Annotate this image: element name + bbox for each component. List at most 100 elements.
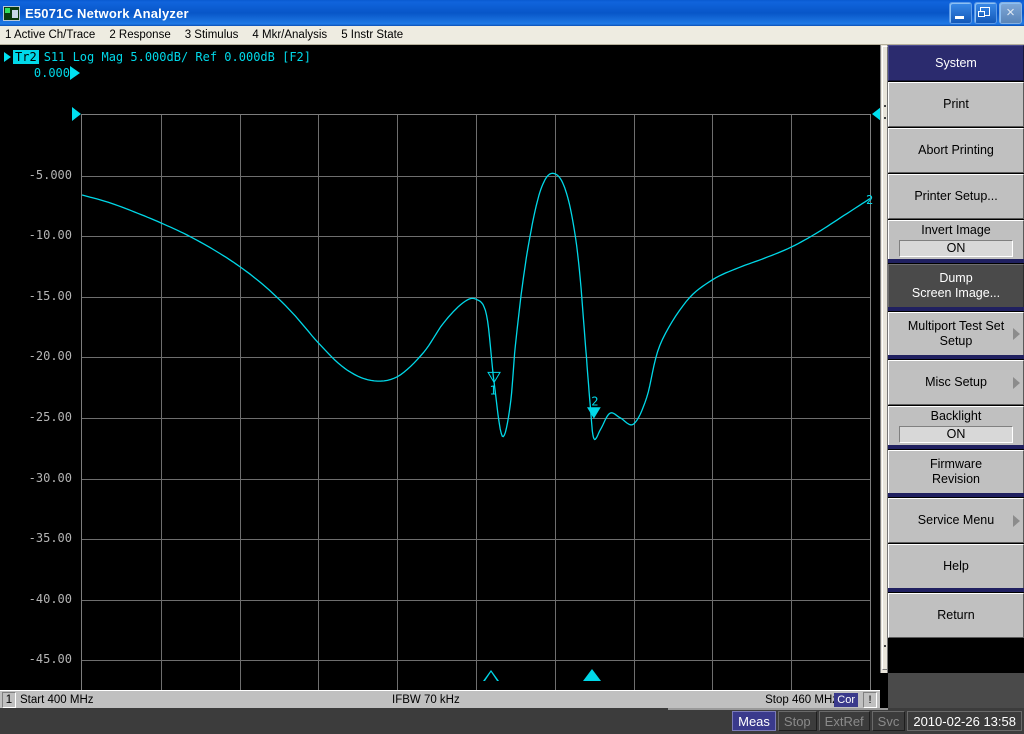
softkey-header-label: System bbox=[935, 55, 977, 70]
y-axis-tick-label: -20.00 bbox=[28, 349, 72, 363]
tray-meas-indicator[interactable]: Meas bbox=[732, 711, 776, 731]
grid-line-horizontal bbox=[82, 357, 870, 358]
tray-extref-indicator[interactable]: ExtRef bbox=[818, 711, 870, 731]
active-trace-arrow-icon bbox=[4, 52, 11, 62]
y-axis-tick-label: -30.00 bbox=[28, 471, 72, 485]
analyzer-icon bbox=[3, 5, 20, 21]
softkey-panel: System Print Abort Printing Printer Setup..… bbox=[888, 45, 1024, 689]
softkey-separator bbox=[888, 307, 1024, 311]
trace-end-marker-label: 2 bbox=[866, 193, 874, 207]
softkey-value[interactable]: ON bbox=[899, 426, 1013, 443]
softkey-label: Return bbox=[937, 608, 975, 622]
restore-icon bbox=[978, 7, 990, 17]
softkey-invert-image[interactable]: Invert Image ON bbox=[888, 220, 1024, 260]
menu-item-instr-state[interactable]: 5 Instr State bbox=[341, 29, 404, 41]
tray-svc-indicator[interactable]: Svc bbox=[871, 711, 906, 731]
softkey-service-menu[interactable]: Service Menu bbox=[888, 498, 1024, 543]
status-alert-badge[interactable]: ! bbox=[863, 692, 877, 708]
softkey-label: Multiport Test Set bbox=[907, 319, 1005, 333]
softkey-misc-setup[interactable]: Misc Setup bbox=[888, 360, 1024, 405]
softkey-scrollbar[interactable] bbox=[880, 45, 888, 673]
softkey-label: Screen Image... bbox=[911, 286, 1001, 300]
softkey-separator bbox=[888, 259, 1024, 263]
scrollbar-dot-icon bbox=[884, 105, 886, 107]
softkey-label: Abort Printing bbox=[918, 143, 994, 157]
softkey-label: Dump bbox=[939, 271, 973, 285]
chevron-right-icon bbox=[1013, 514, 1020, 527]
instrument-screen: Tr2 S11 Log Mag 5.000dB/ Ref 0.000dB [F2… bbox=[0, 45, 881, 727]
softkey-label: Misc Setup bbox=[925, 375, 987, 389]
softkey-separator bbox=[888, 445, 1024, 449]
softkey-header: System bbox=[888, 45, 1024, 81]
softkey-print[interactable]: Print bbox=[888, 82, 1024, 127]
softkey-multiport-test-set-setup[interactable]: Multiport Test Set Setup bbox=[888, 312, 1024, 356]
softkey-backlight[interactable]: Backlight ON bbox=[888, 406, 1024, 446]
status-ifbw[interactable]: IFBW 70 kHz bbox=[392, 694, 460, 706]
minimize-icon bbox=[955, 16, 964, 19]
softkey-label: Backlight bbox=[930, 409, 982, 423]
scrollbar-thumb[interactable] bbox=[882, 46, 888, 670]
trace-status-line[interactable]: Tr2 S11 Log Mag 5.000dB/ Ref 0.000dB [F2… bbox=[4, 50, 311, 64]
grid-line-horizontal bbox=[82, 236, 870, 237]
trace-svg: 12 bbox=[82, 172, 870, 441]
y-axis-tick-label: -25.00 bbox=[28, 410, 72, 424]
softkey-label: Revision bbox=[932, 472, 980, 486]
grid-line-horizontal bbox=[82, 176, 870, 177]
grid-line-horizontal bbox=[82, 600, 870, 601]
softkey-return[interactable]: Return bbox=[888, 593, 1024, 638]
trace-marker-2[interactable]: 2 bbox=[586, 395, 601, 419]
status-stop-frequency[interactable]: Stop 460 MHz bbox=[765, 694, 838, 706]
softkey-label: Firmware bbox=[929, 457, 983, 471]
softkey-help[interactable]: Help bbox=[888, 544, 1024, 589]
softkey-label: Printer Setup... bbox=[914, 189, 998, 203]
y-axis-tick-label: -40.00 bbox=[28, 592, 72, 606]
softkey-separator bbox=[888, 355, 1024, 359]
status-start-frequency[interactable]: Start 400 MHz bbox=[20, 694, 94, 706]
taskbar-empty-area bbox=[0, 708, 664, 734]
trace-marker-1[interactable]: 1 bbox=[487, 371, 501, 397]
menu-item-mkr-analysis[interactable]: 4 Mkr/Analysis bbox=[252, 29, 328, 41]
axis-marker-1[interactable] bbox=[483, 670, 499, 681]
trace-line-s11 bbox=[82, 172, 870, 441]
y-axis-tick-label: -15.00 bbox=[28, 289, 72, 303]
y-axis-tick-label: -5.000 bbox=[28, 168, 72, 182]
y-axis-tick-label: -10.00 bbox=[28, 228, 72, 242]
axis-marker-2[interactable] bbox=[583, 669, 601, 681]
softkey-label: Print bbox=[943, 97, 969, 111]
reference-value: 0.000 bbox=[33, 66, 70, 80]
taskbar: Meas Stop ExtRef Svc 2010-02-26 13:58 bbox=[0, 708, 1024, 734]
reference-readout: 0.000 bbox=[0, 66, 80, 80]
grid-line-horizontal bbox=[82, 660, 870, 661]
menu-item-active-ch-trace[interactable]: 1 Active Ch/Trace bbox=[5, 29, 96, 41]
menu-bar: 1 Active Ch/Trace 2 Response 3 Stimulus … bbox=[0, 26, 1024, 45]
softkey-dump-screen-image[interactable]: Dump Screen Image... bbox=[888, 264, 1024, 308]
softkey-printer-setup[interactable]: Printer Setup... bbox=[888, 174, 1024, 219]
taskbar-divider bbox=[668, 708, 888, 710]
softkey-firmware-revision[interactable]: Firmware Revision bbox=[888, 450, 1024, 494]
tray-clock[interactable]: 2010-02-26 13:58 bbox=[907, 711, 1022, 731]
window-controls: × bbox=[949, 2, 1022, 24]
grid-line-horizontal bbox=[82, 418, 870, 419]
ref-right-tri-icon bbox=[872, 107, 881, 121]
restore-button[interactable] bbox=[974, 2, 997, 24]
status-correction-badge[interactable]: Cor bbox=[834, 693, 858, 707]
trace-marker-label: 1 bbox=[489, 383, 496, 397]
close-button[interactable]: × bbox=[999, 2, 1022, 24]
tray-stop-indicator[interactable]: Stop bbox=[777, 711, 817, 731]
menu-item-response[interactable]: 2 Response bbox=[109, 29, 171, 41]
softkey-separator bbox=[888, 493, 1024, 497]
reference-marker-icon[interactable] bbox=[70, 66, 80, 80]
status-channel-number[interactable]: 1 bbox=[2, 692, 16, 708]
menu-item-stimulus[interactable]: 3 Stimulus bbox=[184, 29, 239, 41]
trace-badge[interactable]: Tr2 bbox=[13, 50, 39, 64]
softkey-abort-printing[interactable]: Abort Printing bbox=[888, 128, 1024, 173]
minimize-button[interactable] bbox=[949, 2, 972, 24]
y-axis-tick-label: -45.00 bbox=[28, 652, 72, 666]
softkey-label: Service Menu bbox=[917, 513, 995, 527]
window-title: E5071C Network Analyzer bbox=[25, 5, 189, 21]
softkey-value[interactable]: ON bbox=[899, 240, 1013, 257]
softkey-label: Help bbox=[943, 559, 969, 573]
scrollbar-dot-icon bbox=[884, 645, 886, 647]
